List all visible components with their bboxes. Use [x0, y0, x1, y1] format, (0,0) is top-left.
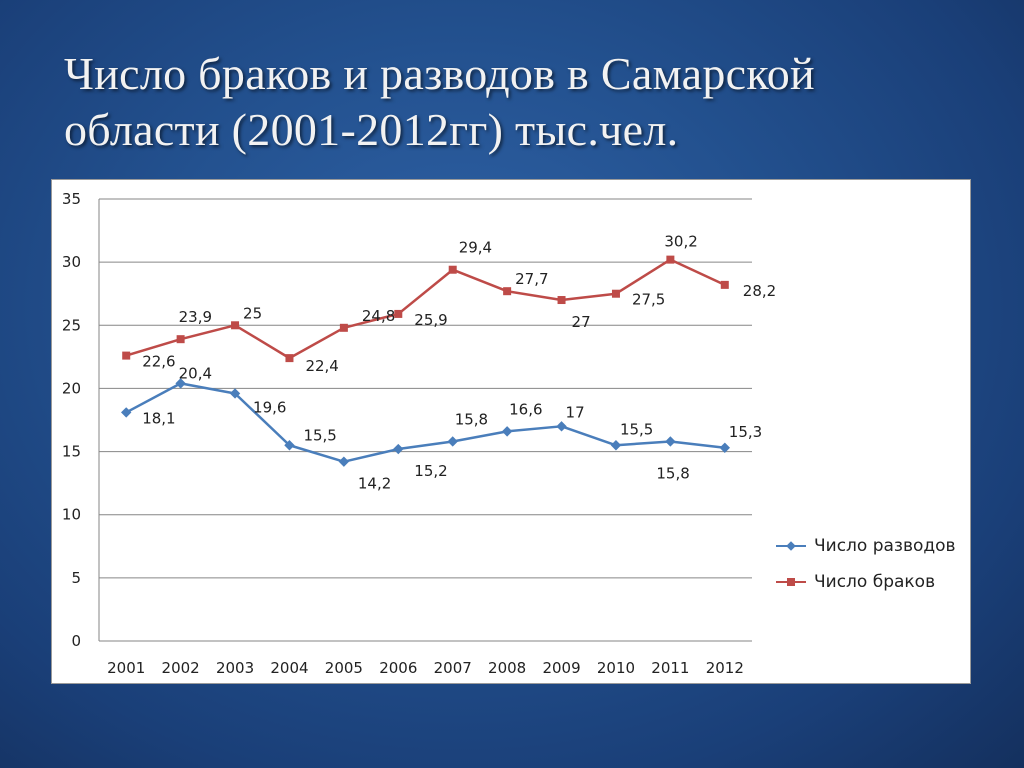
- slide-title-line-1: Число браков и разводов в Самарской: [64, 48, 815, 99]
- x-tick-label-2009: 2009: [542, 659, 580, 677]
- legend-swatch-marriages: [776, 576, 806, 588]
- data-point-s0-2007: [447, 436, 458, 447]
- data-label-s0-2006: 15,2: [414, 462, 447, 480]
- data-point-s0-2006: [393, 443, 404, 455]
- x-tick-label-2001: 2001: [107, 659, 145, 677]
- x-tick-label-2011: 2011: [651, 659, 689, 677]
- y-tick-label-20: 20: [62, 379, 81, 397]
- data-label-s1-2004: 22,4: [305, 357, 338, 375]
- slide-title-line-2: области (2001-2012гг) тыс.чел.: [64, 104, 679, 155]
- data-label-s0-2004: 15,5: [303, 426, 336, 444]
- x-tick-label-2003: 2003: [216, 659, 254, 677]
- series-line-0: [125, 382, 725, 463]
- data-point-s0-2011: [665, 436, 676, 447]
- legend-label-divorces: Число разводов: [814, 536, 956, 556]
- chart-frame: 0 5 10 15 20 25 30 35 2001 2002 2003 2004 2005 2006 20…: [51, 179, 971, 684]
- data-label-s1-2005: 24,8: [362, 307, 395, 325]
- data-point-s1-2006: [394, 309, 403, 318]
- chart-legend: Число разводов Число браков: [776, 528, 956, 600]
- x-tick-label-2004: 2004: [270, 659, 308, 677]
- x-tick-label-2010: 2010: [597, 659, 635, 677]
- data-label-s0-2011: 15,8: [656, 464, 689, 482]
- y-tick-label-10: 10: [62, 506, 81, 524]
- data-point-s1-2007: [448, 265, 457, 274]
- data-label-s1-2008: 27,7: [515, 270, 548, 288]
- data-point-s1-2001: [122, 351, 131, 360]
- data-point-s1-2010: [611, 289, 620, 298]
- x-tick-label-2007: 2007: [434, 659, 472, 677]
- data-label-s1-2007: 29,4: [459, 239, 492, 257]
- y-tick-label-5: 5: [71, 569, 81, 587]
- data-label-s1-2010: 27,5: [632, 291, 665, 309]
- data-point-s1-2009: [557, 296, 566, 305]
- slide-title: Число браков и разводов в Самарской обла…: [64, 46, 964, 158]
- data-point-s1-2003: [231, 321, 240, 330]
- line-chart: 0 5 10 15 20 25 30 35 2001 2002 2003 2004 2005 2006 20…: [62, 190, 776, 677]
- y-tick-label-25: 25: [62, 316, 81, 334]
- data-label-s1-2011: 30,2: [664, 233, 697, 251]
- x-tick-label-2002: 2002: [162, 659, 200, 677]
- data-label-s0-2008: 16,6: [509, 400, 542, 418]
- data-label-s0-2002: 20,4: [179, 364, 212, 382]
- data-point-s1-2002: [176, 335, 185, 344]
- data-label-s0-2001: 18,1: [142, 409, 175, 427]
- legend-item-marriages: Число браков: [776, 564, 956, 600]
- y-tick-label-35: 35: [62, 190, 81, 208]
- legend-label-marriages: Число браков: [814, 572, 936, 592]
- y-tick-label-0: 0: [71, 632, 81, 650]
- data-label-s1-2012: 28,2: [743, 282, 776, 300]
- data-point-s1-2012: [720, 280, 729, 289]
- data-point-s0-2008: [501, 426, 513, 437]
- data-label-s1-2003: 25: [243, 304, 262, 322]
- data-point-s1-2011: [666, 255, 675, 264]
- data-point-s1-2005: [339, 323, 348, 332]
- data-label-s0-2007: 15,8: [455, 410, 488, 428]
- x-tick-label-2005: 2005: [325, 659, 363, 677]
- y-tick-label-15: 15: [62, 443, 81, 461]
- data-point-s0-2002: [175, 378, 186, 389]
- data-point-s0-2010: [610, 440, 622, 451]
- legend-item-divorces: Число разводов: [776, 528, 956, 564]
- data-point-s0-2005: [338, 456, 350, 467]
- data-label-s0-2003: 19,6: [253, 398, 286, 416]
- data-label-s0-2012: 15,3: [729, 423, 762, 441]
- x-tick-label-2008: 2008: [488, 659, 526, 677]
- data-label-s0-2010: 15,5: [620, 420, 653, 438]
- data-label-s1-2002: 23,9: [179, 308, 212, 326]
- y-tick-label-30: 30: [62, 253, 81, 271]
- data-point-s1-2004: [285, 354, 294, 363]
- data-point-s0-2003: [229, 388, 241, 399]
- data-label-s1-2006: 25,9: [414, 311, 447, 329]
- data-point-s0-2009: [556, 421, 567, 432]
- data-label-s0-2005: 14,2: [358, 475, 391, 493]
- x-tick-label-2006: 2006: [379, 659, 417, 677]
- data-label-s1-2009: 27: [572, 313, 591, 331]
- data-point-s0-2012: [719, 442, 730, 453]
- data-point-s1-2008: [503, 287, 512, 296]
- x-tick-label-2012: 2012: [706, 659, 744, 677]
- data-point-s0-2001: [121, 407, 132, 418]
- data-label-s0-2009: 17: [566, 403, 585, 421]
- data-point-s0-2004: [284, 440, 295, 451]
- series-line-1: [125, 258, 726, 360]
- legend-swatch-divorces: [776, 540, 806, 552]
- data-label-s1-2001: 22,6: [142, 353, 175, 371]
